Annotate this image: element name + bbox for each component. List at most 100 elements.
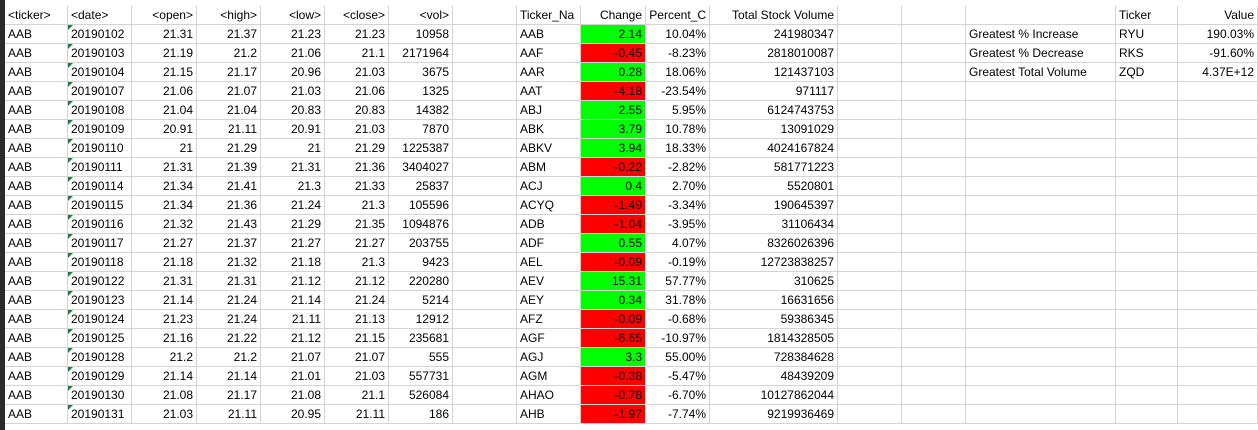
cell-high[interactable]: 21.07 [197,82,261,101]
cell-change[interactable]: 2.55 [581,101,646,120]
cell-name[interactable]: AAT [517,82,581,101]
empty-cell[interactable] [966,405,1116,424]
empty-cell[interactable] [1178,329,1258,348]
cell-vol[interactable]: 9423 [389,253,453,272]
empty-cell[interactable] [1178,101,1258,120]
empty-cell[interactable] [1116,139,1178,158]
empty-cell[interactable] [1116,272,1178,291]
empty-cell[interactable] [1178,139,1258,158]
cell-open[interactable]: 21.06 [132,82,197,101]
summary-label-cell[interactable]: Greatest % Increase [966,25,1116,44]
empty-cell[interactable] [966,82,1116,101]
empty-cell[interactable] [838,177,902,196]
cell-ticker[interactable]: AAB [5,253,68,272]
empty-cell[interactable] [966,329,1116,348]
cell-high[interactable]: 21.29 [197,139,261,158]
cell-total[interactable]: 190645397 [710,196,838,215]
cell-date[interactable]: 20190107 [68,82,132,101]
empty-cell[interactable] [838,158,902,177]
cell-low[interactable]: 21.31 [261,158,325,177]
cell-open[interactable]: 21.31 [132,25,197,44]
empty-cell[interactable] [1178,120,1258,139]
cell-high[interactable]: 21.17 [197,386,261,405]
cell-vol[interactable]: 2171964 [389,44,453,63]
empty-cell[interactable] [453,196,517,215]
cell-name[interactable]: AEL [517,253,581,272]
cell-low[interactable]: 21.07 [261,348,325,367]
empty-cell[interactable] [1178,291,1258,310]
cell-ticker[interactable]: AAB [5,101,68,120]
cell-total[interactable]: 12723838257 [710,253,838,272]
empty-cell[interactable] [838,253,902,272]
empty-cell[interactable] [966,158,1116,177]
cell-ticker[interactable]: AAB [5,44,68,63]
cell-date[interactable]: 20190110 [68,139,132,158]
cell-ticker[interactable]: AAB [5,120,68,139]
cell-name[interactable]: ABM [517,158,581,177]
empty-cell[interactable] [1116,386,1178,405]
cell-open[interactable]: 21.23 [132,310,197,329]
cell-change[interactable]: 15.31 [581,272,646,291]
empty-cell[interactable] [453,177,517,196]
cell-total[interactable]: 2818010087 [710,44,838,63]
cell-percent[interactable]: 4.07% [646,234,710,253]
empty-cell[interactable] [838,234,902,253]
empty-cell[interactable] [453,348,517,367]
empty-cell[interactable] [838,25,902,44]
cell-high[interactable]: 21.22 [197,329,261,348]
cell-percent[interactable]: -7.74% [646,405,710,424]
cell-vol[interactable]: 1325 [389,82,453,101]
empty-cell[interactable] [1178,177,1258,196]
header-cell-name[interactable]: Ticker_Na [517,6,581,25]
summary-ticker-cell[interactable]: RYU [1116,25,1178,44]
empty-cell[interactable] [1116,215,1178,234]
empty-cell[interactable] [838,272,902,291]
summary-value-cell[interactable]: 4.37E+12 [1178,63,1258,82]
empty-cell[interactable] [838,310,902,329]
empty-cell[interactable] [1116,348,1178,367]
cell-low[interactable]: 21.24 [261,196,325,215]
empty-cell[interactable] [902,348,966,367]
cell-low[interactable]: 21.27 [261,234,325,253]
empty-cell[interactable] [966,120,1116,139]
cell-change[interactable]: 3.79 [581,120,646,139]
cell-ticker[interactable]: AAB [5,405,68,424]
header-cell-s-label[interactable] [966,6,1116,25]
cell-name[interactable]: AFZ [517,310,581,329]
empty-cell[interactable] [453,272,517,291]
cell-change[interactable]: -1.97 [581,405,646,424]
header-cell-blank1[interactable] [453,6,517,25]
empty-cell[interactable] [966,139,1116,158]
cell-name[interactable]: ADB [517,215,581,234]
cell-total[interactable]: 241980347 [710,25,838,44]
cell-high[interactable]: 21.24 [197,291,261,310]
cell-close[interactable]: 21.35 [325,215,389,234]
cell-ticker[interactable]: AAB [5,177,68,196]
empty-cell[interactable] [966,177,1116,196]
cell-name[interactable]: AGF [517,329,581,348]
cell-date[interactable]: 20190123 [68,291,132,310]
cell-open[interactable]: 21.34 [132,177,197,196]
empty-cell[interactable] [838,405,902,424]
cell-percent[interactable]: -8.23% [646,44,710,63]
empty-cell[interactable] [902,367,966,386]
empty-cell[interactable] [453,253,517,272]
cell-low[interactable]: 20.83 [261,101,325,120]
empty-cell[interactable] [902,44,966,63]
empty-cell[interactable] [1116,234,1178,253]
summary-value-cell[interactable]: 190.03% [1178,25,1258,44]
empty-cell[interactable] [1116,291,1178,310]
cell-ticker[interactable]: AAB [5,215,68,234]
empty-cell[interactable] [902,291,966,310]
cell-total[interactable]: 8326026396 [710,234,838,253]
empty-cell[interactable] [453,405,517,424]
cell-percent[interactable]: -3.34% [646,196,710,215]
cell-vol[interactable]: 1225387 [389,139,453,158]
cell-close[interactable]: 21.03 [325,63,389,82]
cell-high[interactable]: 21.37 [197,234,261,253]
empty-cell[interactable] [453,329,517,348]
cell-high[interactable]: 21.41 [197,177,261,196]
cell-high[interactable]: 21.43 [197,215,261,234]
empty-cell[interactable] [902,139,966,158]
empty-cell[interactable] [1178,196,1258,215]
